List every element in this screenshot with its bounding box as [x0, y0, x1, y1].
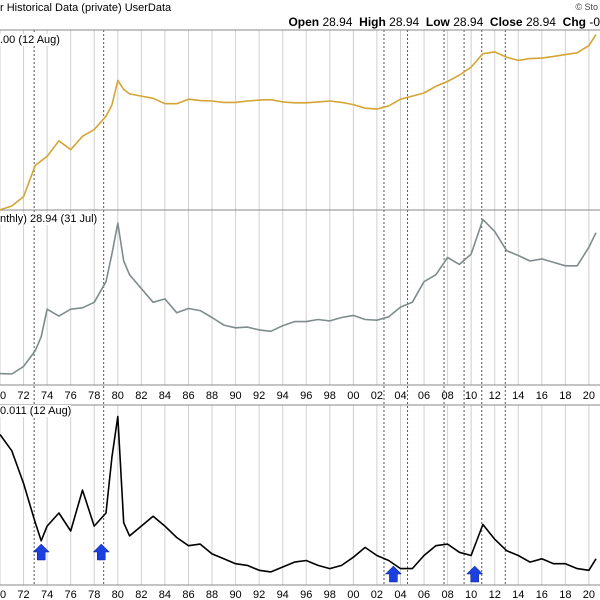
bottom-series-line — [0, 415, 597, 573]
x-tick-label: 08 — [441, 390, 453, 402]
chart-title: r Historical Data (private) UserData — [0, 2, 171, 14]
ohlc-low-label: Low — [425, 15, 450, 29]
x-axis-ticks: 70 70 72 72 74 74 76 76 78 78 80 80 82 82 84 84 86 86 88 88… — [0, 390, 595, 600]
x-tick-label: 16 — [536, 390, 548, 402]
x-tick-label: 90 — [229, 589, 241, 600]
x-tick-label: 86 — [182, 390, 194, 402]
bottom-panel-label: 0.011 (12 Aug) — [0, 405, 72, 417]
x-tick-label: 72 — [17, 589, 29, 600]
grid-lines — [0, 30, 590, 585]
x-tick-label: 86 — [182, 589, 194, 600]
ohlc-close-label: Close — [489, 15, 523, 29]
ohlc-readout: Open 28.94 High 28.94 Low 28.94 Close 28… — [288, 15, 600, 29]
x-tick-label: 20 — [583, 589, 595, 600]
top-series-line — [0, 34, 597, 211]
x-tick-label: 12 — [489, 589, 501, 600]
x-tick-label: 10 — [465, 589, 477, 600]
x-tick-label: 14 — [512, 390, 524, 402]
x-tick-label: 90 — [229, 390, 241, 402]
x-tick-label: 80 — [112, 589, 124, 600]
middle-series-line — [0, 218, 597, 375]
x-tick-label: 20 — [583, 390, 595, 402]
event-lines — [33, 30, 506, 585]
x-tick-label: 70 — [0, 390, 6, 402]
x-tick-label: 76 — [65, 390, 77, 402]
x-tick-label: 94 — [277, 589, 289, 600]
x-tick-label: 76 — [65, 589, 77, 600]
panel-borders — [0, 29, 600, 586]
x-tick-label: 98 — [324, 390, 336, 402]
x-tick-label: 80 — [112, 390, 124, 402]
ohlc-high-label: High — [359, 15, 386, 29]
x-tick-label: 12 — [489, 390, 501, 402]
x-tick-label: 18 — [559, 589, 571, 600]
x-tick-label: 72 — [17, 390, 29, 402]
series-lines — [0, 34, 597, 573]
x-tick-label: 84 — [159, 390, 171, 402]
title-text: r Historical Data (private) — [0, 2, 122, 14]
x-tick-label: 84 — [159, 589, 171, 600]
x-tick-label: 00 — [347, 589, 359, 600]
x-tick-label: 96 — [300, 589, 312, 600]
ohlc-close-value: 28.94 — [525, 15, 556, 29]
x-tick-label: 92 — [253, 390, 265, 402]
x-tick-label: 16 — [536, 589, 548, 600]
watermark: © Sto — [575, 2, 598, 12]
x-tick-label: 96 — [300, 390, 312, 402]
ohlc-low-value: 28.94 — [453, 15, 484, 29]
ohlc-high-value: 28.94 — [389, 15, 420, 29]
x-tick-label: 92 — [253, 589, 265, 600]
x-tick-label: 08 — [441, 589, 453, 600]
x-tick-label: 78 — [88, 589, 100, 600]
x-tick-label: 98 — [324, 589, 336, 600]
arrow-marker — [92, 543, 110, 561]
x-tick-label: 88 — [206, 390, 218, 402]
x-tick-label: 82 — [135, 390, 147, 402]
x-tick-label: 88 — [206, 589, 218, 600]
x-tick-label: 94 — [277, 390, 289, 402]
top-panel-label: .00 (12 Aug) — [0, 34, 60, 46]
x-tick-label: 02 — [371, 589, 383, 600]
x-tick-label: 18 — [559, 390, 571, 402]
x-tick-label: 00 — [347, 390, 359, 402]
arrow-marker — [466, 565, 484, 583]
x-tick-label: 74 — [41, 390, 53, 402]
x-tick-label: 10 — [465, 390, 477, 402]
ohlc-open-label: Open — [288, 15, 320, 29]
x-tick-label: 70 — [0, 589, 6, 600]
arrow-marker — [384, 565, 403, 583]
x-tick-label: 14 — [512, 589, 524, 600]
middle-panel-label: nthly) 28.94 (31 Jul) — [0, 213, 98, 225]
arrow-marker — [32, 543, 50, 561]
x-tick-label: 06 — [418, 390, 430, 402]
x-tick-label: 04 — [394, 390, 406, 402]
x-tick-label: 02 — [371, 390, 383, 402]
ohlc-chg-label: Chg — [562, 15, 586, 29]
x-tick-label: 04 — [394, 589, 406, 600]
title-user: UserData — [124, 2, 172, 14]
x-tick-label: 74 — [41, 589, 53, 600]
ohlc-chg-value: -0 — [589, 15, 600, 29]
x-tick-label: 78 — [88, 390, 100, 402]
x-tick-label: 06 — [418, 589, 430, 600]
x-tick-label: 82 — [135, 589, 147, 600]
ohlc-open-value: 28.94 — [322, 15, 353, 29]
arrow-markers — [32, 543, 484, 583]
